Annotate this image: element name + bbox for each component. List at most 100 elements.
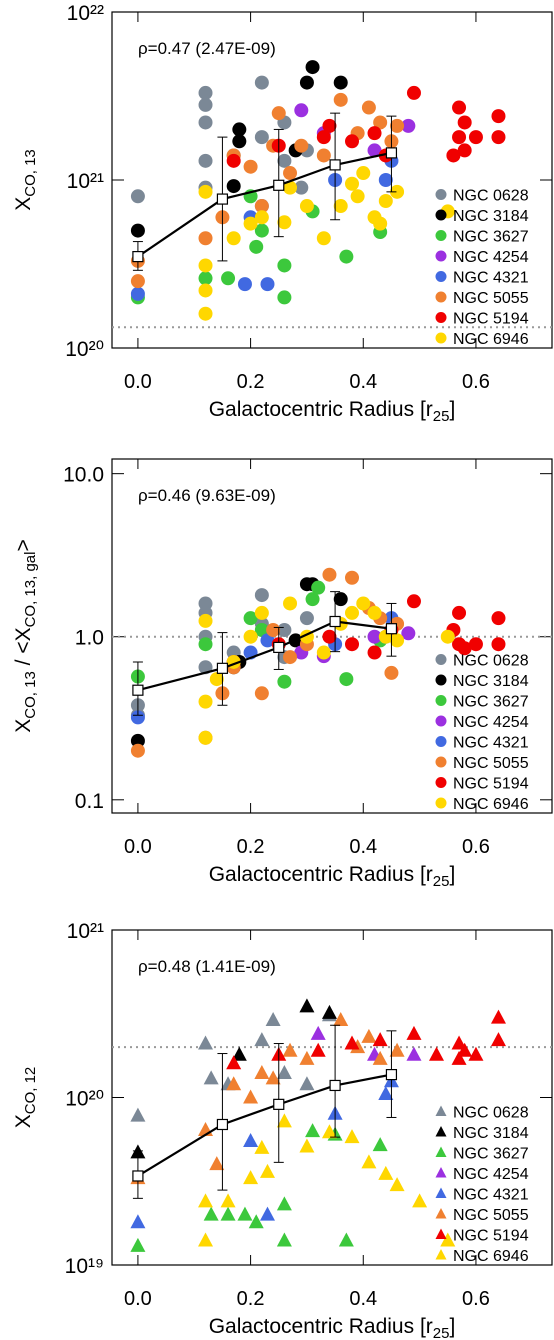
data-point (457, 143, 472, 158)
x-axis-label-part: Galactocentric Radius [r (209, 398, 433, 421)
data-point (198, 115, 213, 130)
data-point (260, 633, 275, 648)
legend-label: NGC 4321 (453, 1187, 529, 1204)
data-point (254, 1065, 270, 1080)
data-point (401, 118, 416, 133)
data-point (378, 173, 393, 187)
data-point (372, 1137, 388, 1152)
binned-point (329, 159, 341, 171)
data-point (260, 277, 275, 292)
panel: 0.0 0.2 0.4 0.6 10¹⁹ 10²⁰ 10²¹ Galactocentric R… (12, 920, 553, 1340)
data-point (198, 1232, 214, 1247)
data-point (299, 998, 315, 1013)
data-point (259, 1206, 275, 1221)
legend-label: NGC 4254 (453, 249, 529, 266)
legend-marker (435, 250, 447, 262)
data-point (254, 1032, 270, 1047)
x-tick-label: 0.6 (462, 1288, 490, 1310)
data-point (243, 1170, 259, 1185)
y-axis-label-part: X (12, 719, 35, 733)
binned-point (273, 1098, 285, 1110)
annotation: ρ=0.47 (2.47E-09) (138, 39, 276, 58)
legend-label: NGC 0628 (453, 1105, 529, 1122)
y-axis-label-part: CO, 13 (22, 671, 39, 719)
data-point (265, 1070, 281, 1085)
data-point (294, 180, 309, 195)
data-point (198, 97, 213, 112)
legend-marker (435, 1208, 447, 1219)
data-point (316, 148, 331, 163)
data-point (130, 189, 145, 204)
data-point (452, 130, 467, 145)
data-point (243, 216, 258, 231)
legend-marker (435, 1187, 447, 1198)
data-point (198, 153, 213, 168)
legend-marker (435, 756, 447, 768)
y-tick-label: 10¹⁹ (65, 1255, 104, 1278)
data-point (333, 92, 348, 107)
data-point (130, 710, 145, 725)
legend-marker (435, 1228, 447, 1239)
x-tick-label: 0.0 (124, 836, 152, 858)
data-point (316, 645, 331, 660)
x-axis-label: Galactocentric Radius [r25] (209, 398, 456, 425)
legend-marker (435, 230, 447, 241)
legend-label: NGC 6946 (453, 796, 529, 813)
data-point (283, 650, 298, 665)
x-tick-label: 0.6 (462, 836, 490, 858)
data-point (254, 605, 269, 620)
data-point (254, 686, 269, 701)
x-axis-label-part: 25 (433, 873, 450, 890)
legend-marker (435, 797, 447, 809)
data-point (390, 118, 405, 133)
data-point (277, 258, 292, 273)
data-point (361, 1154, 377, 1169)
data-point (305, 1123, 321, 1138)
binned-point (385, 623, 398, 635)
data-point (130, 274, 145, 289)
y-tick-label: 10²⁰ (65, 1088, 104, 1111)
legend-label: NGC 0628 (453, 188, 529, 205)
x-tick-label: 0.0 (124, 371, 152, 393)
legend-label: NGC 3627 (453, 1146, 529, 1163)
data-point (130, 743, 145, 758)
legend-label: NGC 3184 (453, 673, 529, 690)
data-point (378, 1165, 394, 1180)
data-point (361, 100, 376, 115)
data-point (321, 1004, 337, 1019)
y-tick-label: 10²⁰ (65, 338, 104, 361)
data-point (243, 611, 258, 626)
y-axis-label-part: > (12, 539, 35, 551)
data-point (294, 138, 309, 153)
data-point (367, 629, 382, 644)
data-point (361, 1028, 377, 1043)
data-point (406, 1025, 422, 1040)
data-point (299, 611, 314, 626)
data-point (310, 1025, 326, 1040)
data-point (226, 231, 241, 246)
data-point (333, 1012, 349, 1027)
binned-point (329, 615, 341, 628)
binned-point (329, 1079, 341, 1092)
legend-marker (435, 271, 447, 282)
x-tick-label: 0.2 (237, 836, 265, 858)
data-point (198, 184, 213, 199)
data-point (198, 1193, 214, 1208)
panel: 0.0 0.2 0.4 0.6 0.1 1.0 10.0 Galactocentric Rad… (12, 458, 553, 890)
data-point (350, 189, 365, 204)
binned-point (132, 684, 144, 696)
y-axis-label: XCO, 13 (12, 149, 39, 211)
legend-marker (435, 1167, 447, 1178)
data-point (282, 1042, 298, 1057)
y-axis-label-part: CO, 13, gal (22, 552, 39, 628)
data-point (226, 153, 241, 168)
data-point (130, 733, 145, 748)
data-point (446, 148, 461, 163)
data-point (345, 134, 359, 149)
data-point (203, 1070, 219, 1085)
data-point (322, 629, 337, 644)
data-point (390, 184, 405, 199)
x-axis-label-part: 25 (433, 408, 450, 425)
binned-point (132, 1170, 144, 1182)
x-tick-label: 0.2 (237, 371, 265, 393)
